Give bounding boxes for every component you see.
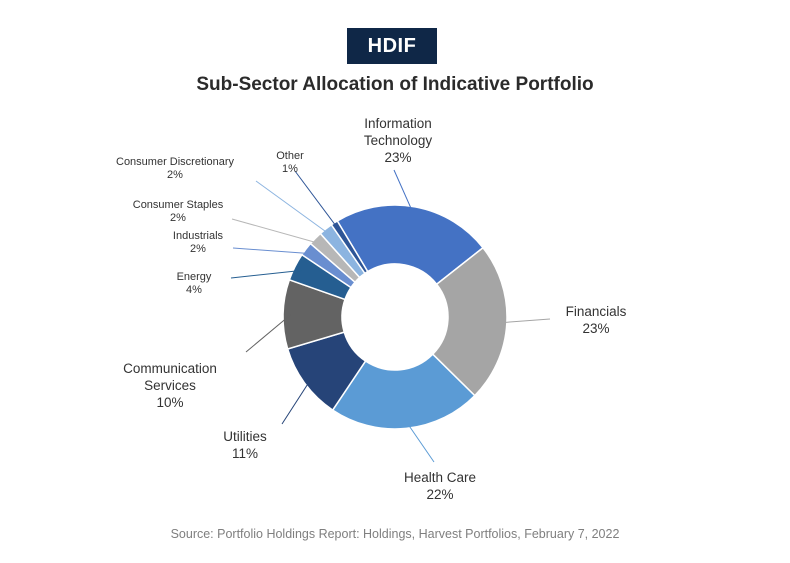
fund-badge: HDIF	[347, 28, 437, 64]
leader-line-health-care	[405, 420, 435, 463]
slice-label-industrials: Industrials 2%	[173, 230, 224, 255]
leader-line-financials	[498, 318, 551, 324]
slice-label-health-care: Health Care 22%	[404, 470, 476, 502]
slice-label-financials: Financials 23%	[566, 304, 627, 336]
slice-label-communication-services: Communication Services 10%	[123, 361, 217, 410]
leader-line-other	[294, 170, 339, 230]
slice-label-energy: Energy 4%	[177, 271, 212, 296]
leader-line-energy	[230, 269, 302, 279]
slice-label-consumer-discretionary: Consumer Discretionary 2%	[116, 156, 234, 181]
source-note: Source: Portfolio Holdings Report: Holdi…	[170, 527, 620, 541]
slice-label-other: Other 1%	[276, 150, 304, 175]
slice-label-information-technology: Information Technology 23%	[364, 116, 433, 165]
leader-line-information-technology	[393, 169, 415, 215]
leader-line-industrials	[232, 247, 313, 255]
leader-line-communication-services	[245, 314, 292, 353]
leader-line-consumer-staples	[231, 218, 321, 245]
slice-other	[330, 219, 369, 275]
slice-information-technology	[336, 204, 485, 286]
slice-financials	[431, 246, 508, 397]
chart-title: Sub-Sector Allocation of Indicative Port…	[196, 74, 594, 95]
leader-line-consumer-discretionary	[255, 180, 331, 236]
slice-label-utilities: Utilities 11%	[223, 429, 267, 461]
slice-health-care	[331, 353, 476, 430]
leader-line-utilities	[281, 378, 312, 425]
slice-label-consumer-staples: Consumer Staples 2%	[133, 199, 224, 224]
